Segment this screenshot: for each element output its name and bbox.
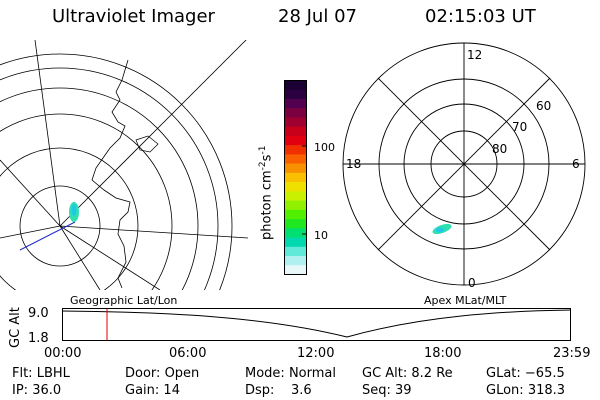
colorbar-unit-label: photon cm-2s-1 <box>258 146 274 240</box>
timeline-xtick-1800: 18:00 <box>424 346 462 361</box>
colorbar-band <box>284 80 307 91</box>
colorbar-band <box>284 154 307 164</box>
gain-label: Gain: <box>125 383 160 398</box>
colorbar-border <box>284 80 307 275</box>
mlt-label-18: 18 <box>346 157 361 171</box>
seq-value: 39 <box>395 383 412 398</box>
colorbar-band <box>284 256 307 266</box>
timeline-xtick-0000: 00:00 <box>44 346 82 361</box>
flt-value: LBHL <box>36 366 70 381</box>
timeline-ytick-9: 9.0 <box>28 306 49 321</box>
info-gc-alt: GC Alt: 8.2 Re <box>362 366 453 381</box>
colorbar-band <box>284 237 307 248</box>
geographic-map <box>0 40 249 290</box>
mlat-label-70: 70 <box>512 120 527 134</box>
mlt-label-12: 12 <box>467 48 482 62</box>
mlt-label-6: 6 <box>572 157 580 171</box>
colorbar-tick-10: 10 <box>314 229 328 242</box>
glat-value: −65.5 <box>524 366 565 381</box>
colorbar-band <box>284 265 307 275</box>
info-mode: Mode: Normal <box>245 366 336 381</box>
colorbar-band <box>284 126 307 137</box>
colorbar-band <box>284 89 307 100</box>
flt-label: Flt: <box>12 366 33 381</box>
info-gain: Gain: 14 <box>125 383 180 398</box>
glon-label: GLon: <box>486 383 524 398</box>
colorbar-band <box>284 145 307 155</box>
coastline <box>91 59 131 289</box>
colorbar-band <box>284 191 307 201</box>
timeline-ytick-1.8: 1.8 <box>28 331 49 346</box>
glon-value: 318.3 <box>527 383 566 398</box>
geographic-label: Geographic Lat/Lon <box>70 294 178 307</box>
colorbar-band <box>284 163 307 174</box>
observation-date: 28 Jul 07 <box>278 6 357 27</box>
colorbar-band <box>284 135 307 146</box>
info-glat: GLat: −65.5 <box>486 366 565 381</box>
info-door: Door: Open <box>125 366 199 381</box>
dsp-label: Dsp: <box>245 383 275 398</box>
instrument-title: Ultraviolet Imager <box>52 6 215 27</box>
unit-mid: s <box>259 154 275 162</box>
gain-value: 14 <box>163 383 180 398</box>
apex-label: Apex MLat/MLT <box>424 294 507 307</box>
mlat-label-60: 60 <box>536 99 551 113</box>
door-value: Open <box>164 366 200 381</box>
gcalt-value: 8.2 Re <box>411 366 453 381</box>
gcalt-label: GC Alt: <box>362 366 408 381</box>
seq-label: Seq: <box>362 383 391 398</box>
polar-mlt-plot: 12 18 6 0 60 70 80 <box>342 42 586 290</box>
observation-time: 02:15:03 UT <box>425 6 536 27</box>
mlt-label-0: 0 <box>468 276 476 290</box>
info-ip: IP: 36.0 <box>12 383 61 398</box>
orbit-altitude-timeline <box>62 308 572 341</box>
unit-sup2: -1 <box>258 145 268 155</box>
mlat-label-80: 80 <box>492 142 507 156</box>
colorbar-band <box>284 228 307 238</box>
info-filter: Flt: LBHL <box>12 366 70 381</box>
timeline-xtick-0600: 06:00 <box>169 346 207 361</box>
colorbar-band <box>284 117 307 127</box>
colorbar-band <box>284 200 307 211</box>
colorbar-band <box>284 182 307 192</box>
timeline-ylabel: GC Alt <box>8 307 23 348</box>
timeline-xtick-1200: 12:00 <box>297 346 335 361</box>
mode-value: Normal <box>288 366 336 381</box>
mode-label: Mode: <box>245 366 285 381</box>
info-seq: Seq: 39 <box>362 383 412 398</box>
info-glon: GLon: 318.3 <box>486 383 565 398</box>
color-scale-bar <box>284 80 307 275</box>
door-label: Door: <box>125 366 161 381</box>
ip-value: 36.0 <box>32 383 62 398</box>
ip-label: IP: <box>12 383 29 398</box>
colorbar-tick-100: 100 <box>314 141 335 154</box>
unit-sup1: -2 <box>258 161 268 171</box>
timeline-xtick-2359: 23:59 <box>553 346 591 361</box>
colorbar-band <box>284 172 307 183</box>
colorbar-band <box>284 246 307 257</box>
unit-text: photon cm <box>259 170 275 240</box>
colorbar-band <box>284 209 307 220</box>
colorbar-band <box>284 108 307 118</box>
dsp-value: 3.6 <box>290 383 312 398</box>
glat-label: GLat: <box>486 366 521 381</box>
altitude-curve <box>62 309 572 338</box>
colorbar-band <box>284 98 307 109</box>
info-dsp: Dsp: 3.6 <box>245 383 312 398</box>
colorbar-band <box>284 219 307 229</box>
